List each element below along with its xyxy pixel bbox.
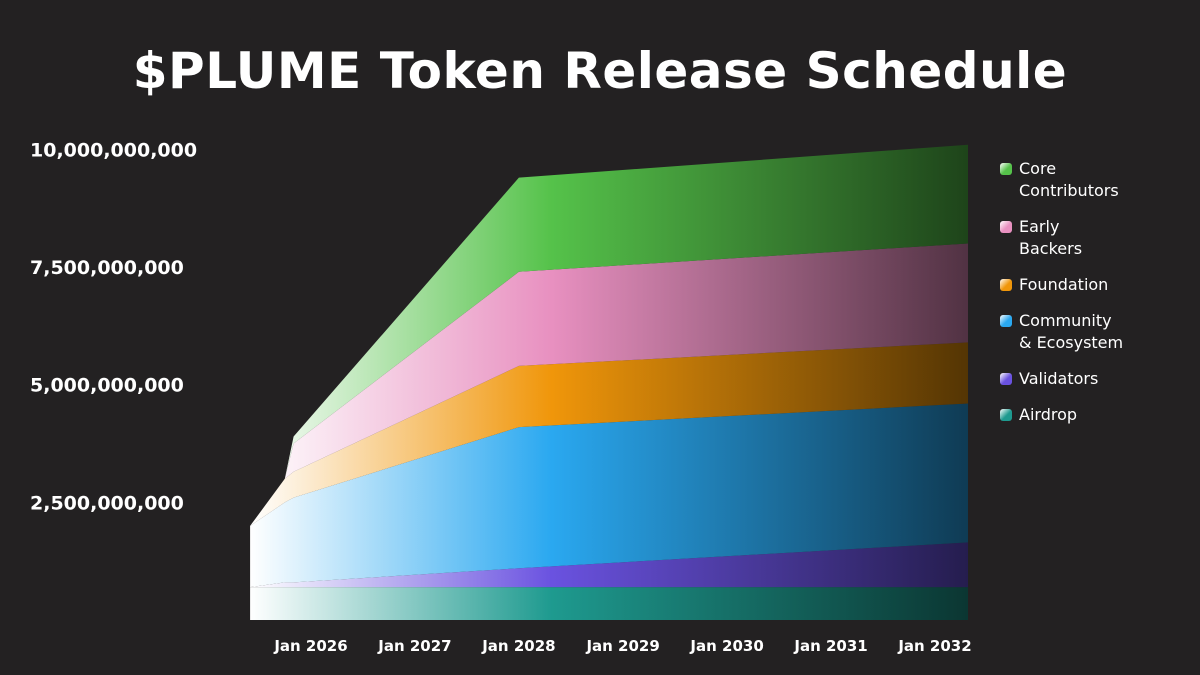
y-axis: 2,500,000,000 5,000,000,000 7,500,000,000 1…	[30, 139, 197, 514]
legend-swatch	[1000, 221, 1012, 233]
x-tick-label: Jan 2031	[793, 637, 867, 655]
legend-label: Community & Ecosystem	[1019, 311, 1124, 352]
chart-title: $PLUME Token Release Schedule	[132, 42, 1068, 100]
area-foundation	[250, 342, 969, 526]
area-airdrop	[250, 587, 969, 620]
area-series-group	[250, 144, 969, 620]
x-tick-label: Jan 2030	[689, 637, 763, 655]
legend-swatch	[1000, 279, 1012, 291]
legend-label: Foundation	[1019, 275, 1109, 294]
legend-label: Core Contributors	[1019, 159, 1119, 200]
x-axis: Jan 2026 Jan 2027 Jan 2028 Jan 2029 Jan 2030…	[273, 637, 971, 655]
legend-swatch	[1000, 315, 1012, 327]
area-early-backers	[250, 243, 969, 526]
x-tick-label: Jan 2028	[481, 637, 555, 655]
legend-item: Early Backers	[1000, 216, 1195, 260]
y-tick-label: 2,500,000,000	[30, 492, 184, 514]
y-tick-label: 10,000,000,000	[30, 139, 197, 161]
x-tick-label: Jan 2027	[377, 637, 451, 655]
area-community-ecosystem	[250, 403, 969, 588]
area-core-contributors	[250, 144, 969, 526]
legend-swatch	[1000, 163, 1012, 175]
legend-item: Core Contributors	[1000, 158, 1195, 202]
y-tick-label: 5,000,000,000	[30, 375, 184, 397]
legend-label: Airdrop	[1019, 405, 1078, 424]
legend-swatch	[1000, 409, 1012, 421]
x-tick-label: Jan 2026	[273, 637, 347, 655]
legend-label: Early Backers	[1019, 217, 1083, 258]
area-validators	[250, 542, 969, 588]
x-tick-label: Jan 2032	[897, 637, 971, 655]
legend-item: Airdrop	[1000, 404, 1195, 426]
legend-item: Foundation	[1000, 274, 1195, 296]
legend: Core Contributors Early Backers Foundation Co…	[1000, 158, 1195, 440]
y-tick-label: 7,500,000,000	[30, 257, 184, 279]
legend-label: Validators	[1019, 369, 1099, 388]
legend-item: Validators	[1000, 368, 1195, 390]
x-tick-label: Jan 2029	[585, 637, 659, 655]
legend-swatch	[1000, 373, 1012, 385]
legend-item: Community & Ecosystem	[1000, 310, 1195, 354]
